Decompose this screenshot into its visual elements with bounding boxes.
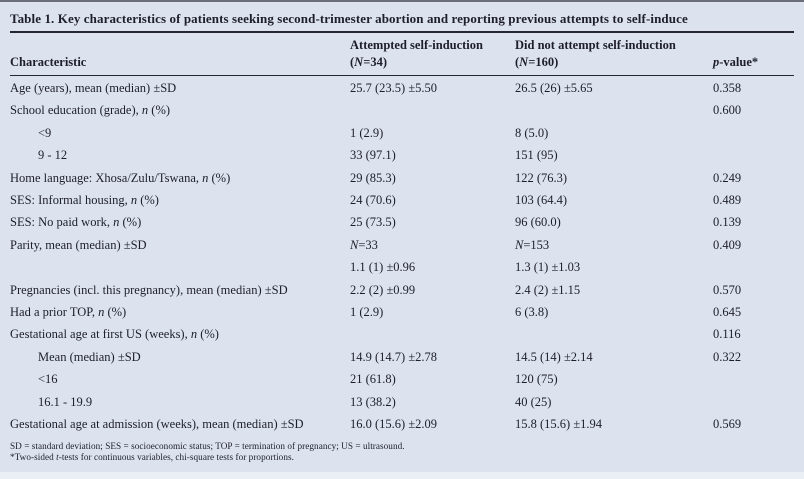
table-row: 9 - 12 33 (97.1) 151 (95) xyxy=(10,144,794,166)
cell-did-not-attempt: 40 (25) xyxy=(515,394,552,409)
cell-did-not-attempt: 120 (75) xyxy=(515,372,558,387)
cell-did-not-attempt: 15.8 (15.6) ±1.94 xyxy=(515,417,603,432)
cell-did-not-attempt: 26.5 (26) ±5.65 xyxy=(515,81,593,95)
row-label: School education (grade), n (%) xyxy=(10,103,171,118)
panel-bottom-edge xyxy=(0,472,804,479)
cell-did-not-attempt: 103 (64.4) xyxy=(515,193,568,208)
row-label: SES: No paid work, n (%) xyxy=(10,215,142,230)
cell-did-not-attempt: 6 (3.8) xyxy=(515,305,549,320)
table-row: Gestational age at first US (weeks), n (… xyxy=(10,323,794,345)
table-row: School education (grade), n (%) 0.600 xyxy=(10,99,794,121)
row-label: Gestational age at admission (weeks), me… xyxy=(10,417,304,432)
table-title: Table 1. Key characteristics of patients… xyxy=(10,0,794,33)
header-line: (N=34) xyxy=(350,55,387,69)
row-label: Parity, mean (median) ±SD xyxy=(10,237,147,252)
table-row: SES: No paid work, n (%) 25 (73.5) 96 (60.… xyxy=(10,211,794,233)
cell-p-value: 0.358 xyxy=(713,81,742,95)
cell-p-value: 0.139 xyxy=(713,215,742,230)
header-line: Attempted self-induction xyxy=(350,38,483,52)
table-row: Gestational age at admission (weeks), me… xyxy=(10,413,794,435)
table-row: Age (years), mean (median) ±SD 25.7 (23.5… xyxy=(10,77,794,99)
column-header-did-not-attempt: Did not attempt self-induction (N=160) xyxy=(515,37,713,71)
column-header-p-value: p-value* xyxy=(713,54,794,71)
cell-did-not-attempt: 151 (95) xyxy=(515,148,558,163)
cell-did-not-attempt: N=153 1.3 (1) ±1.03 xyxy=(515,237,581,275)
header-line: Characteristic xyxy=(10,55,87,69)
row-label: <16 xyxy=(38,372,58,387)
header-line: Did not attempt self-induction xyxy=(515,38,676,52)
cell-attempted: 21 (61.8) xyxy=(350,372,396,387)
cell-attempted: 13 (38.2) xyxy=(350,394,396,409)
column-header-characteristic: Characteristic xyxy=(10,54,350,71)
row-label: Gestational age at first US (weeks), n (… xyxy=(10,327,219,342)
panel-top-rule xyxy=(0,0,804,2)
table-row: Mean (median) ±SD 14.9 (14.7) ±2.78 14.5 (… xyxy=(10,346,794,368)
row-label: Had a prior TOP, n (%) xyxy=(10,305,127,320)
row-label: SES: Informal housing, n (%) xyxy=(10,193,159,208)
cell-attempted: 25.7 (23.5) ±5.50 xyxy=(350,81,438,95)
cell-did-not-attempt: 14.5 (14) ±2.14 xyxy=(515,349,593,364)
cell-attempted: 2.2 (2) ±0.99 xyxy=(350,282,416,297)
cell-did-not-attempt: 8 (5.0) xyxy=(515,125,549,140)
header-line: p-value* xyxy=(713,55,759,69)
table-row: SES: Informal housing, n (%) 24 (70.6) 103… xyxy=(10,189,794,211)
cell-attempted: 25 (73.5) xyxy=(350,215,396,230)
row-label: Age (years), mean (median) ±SD xyxy=(10,81,177,95)
table-header: Characteristic Attempted self-induction … xyxy=(10,33,794,76)
cell-p-value: 0.409 xyxy=(713,237,742,252)
row-label: 9 - 12 xyxy=(38,148,68,163)
footnote-statistics: *Two-sided t-tests for continuous variab… xyxy=(10,452,294,462)
table-footnotes: SD = standard deviation; SES = socioecon… xyxy=(10,441,794,464)
cell-attempted: 33 (97.1) xyxy=(350,148,396,163)
table-row: Had a prior TOP, n (%) 1 (2.9) 6 (3.8) 0.64… xyxy=(10,301,794,323)
cell-did-not-attempt: 96 (60.0) xyxy=(515,215,561,230)
cell-p-value: 0.600 xyxy=(713,103,742,118)
cell-p-value: 0.116 xyxy=(713,327,741,342)
cell-attempted: 14.9 (14.7) ±2.78 xyxy=(350,349,438,364)
row-label: <9 xyxy=(38,125,52,140)
row-label: Home language: Xhosa/Zulu/Tswana, n (%) xyxy=(10,170,231,185)
header-line: (N=160) xyxy=(515,55,559,69)
table-row: Pregnancies (incl. this pregnancy), mean… xyxy=(10,279,794,301)
cell-p-value: 0.569 xyxy=(713,417,742,432)
footnote-abbreviations: SD = standard deviation; SES = socioecon… xyxy=(10,440,405,451)
cell-p-value: 0.489 xyxy=(713,193,742,208)
table-body: Age (years), mean (median) ±SD 25.7 (23.5… xyxy=(10,76,794,436)
cell-attempted: 1 (2.9) xyxy=(350,125,384,140)
table-row: <9 1 (2.9) 8 (5.0) xyxy=(10,122,794,144)
row-label: Pregnancies (incl. this pregnancy), mean… xyxy=(10,282,288,297)
row-label: Mean (median) ±SD xyxy=(38,349,141,364)
table-row: Home language: Xhosa/Zulu/Tswana, n (%) 2… xyxy=(10,167,794,189)
cell-p-value: 0.249 xyxy=(713,170,742,185)
cell-attempted: 29 (85.3) xyxy=(350,170,396,185)
cell-attempted: 1 (2.9) xyxy=(350,305,384,320)
cell-attempted: 16.0 (15.6) ±2.09 xyxy=(350,417,438,432)
cell-attempted: N=33 1.1 (1) ±0.96 xyxy=(350,237,416,275)
cell-attempted: 24 (70.6) xyxy=(350,193,396,208)
cell-p-value: 0.322 xyxy=(713,349,742,364)
cell-did-not-attempt: 2.4 (2) ±1.15 xyxy=(515,282,581,297)
table-row: 16.1 - 19.9 13 (38.2) 40 (25) xyxy=(10,391,794,413)
cell-did-not-attempt: 122 (76.3) xyxy=(515,170,568,185)
cell-p-value: 0.645 xyxy=(713,305,742,320)
row-label: 16.1 - 19.9 xyxy=(38,394,93,409)
column-header-attempted: Attempted self-induction (N=34) xyxy=(350,37,515,71)
table-row: Parity, mean (median) ±SD N=33 1.1 (1) ±0.… xyxy=(10,234,794,279)
table-row: <16 21 (61.8) 120 (75) xyxy=(10,368,794,390)
cell-p-value: 0.570 xyxy=(713,282,742,297)
